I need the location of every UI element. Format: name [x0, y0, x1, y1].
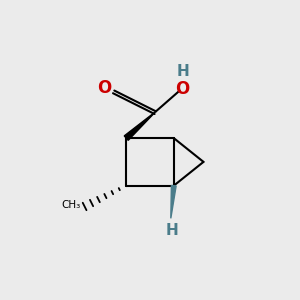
Polygon shape	[124, 111, 156, 140]
Text: O: O	[176, 80, 190, 98]
Text: O: O	[97, 79, 111, 97]
Text: CH₃: CH₃	[61, 200, 81, 210]
Text: H: H	[176, 64, 189, 79]
Polygon shape	[171, 185, 176, 218]
Text: H: H	[166, 223, 179, 238]
